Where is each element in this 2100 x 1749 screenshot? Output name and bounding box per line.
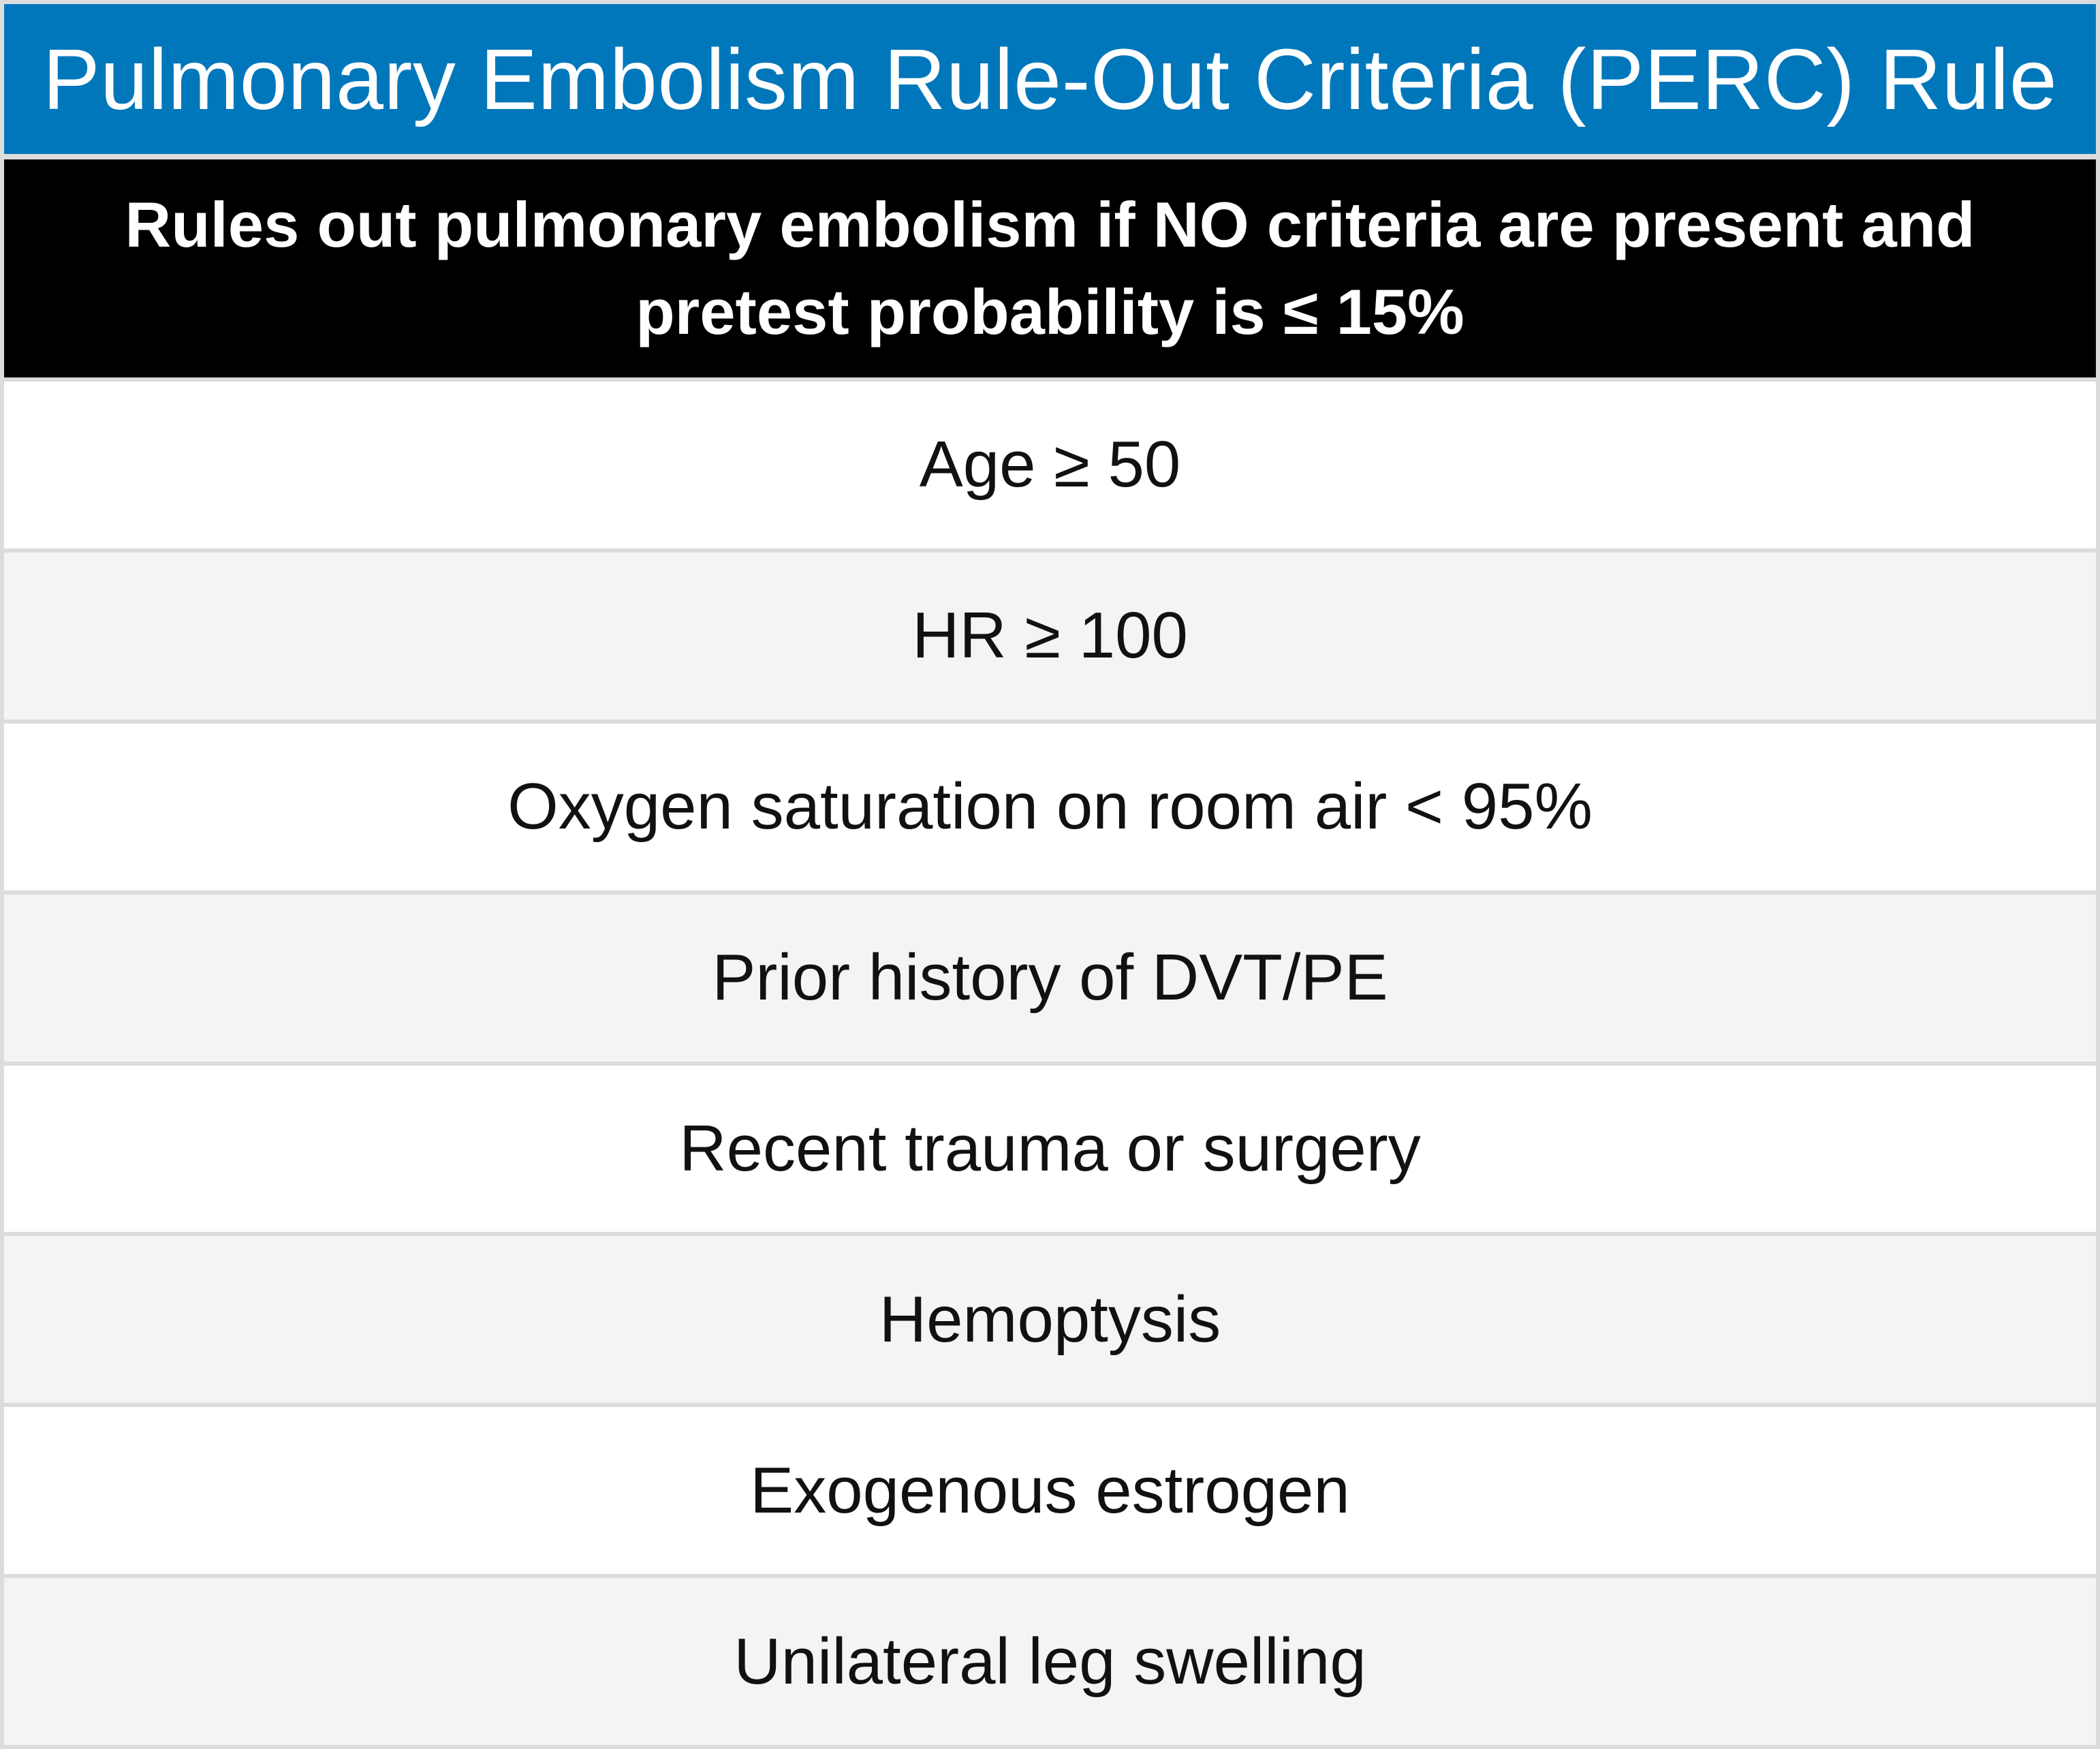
criterion-hemoptysis: Hemoptysis	[4, 1236, 2096, 1408]
criterion-leg-swelling: Unilateral leg swelling	[4, 1578, 2096, 1745]
criterion-heart-rate: HR ≥ 100	[4, 552, 2096, 724]
table-title: Pulmonary Embolism Rule-Out Criteria (PE…	[4, 4, 2096, 154]
criterion-prior-dvt-pe: Prior history of DVT/PE	[4, 894, 2096, 1066]
table-subtitle: Rules out pulmonary embolism if NO crite…	[4, 159, 2096, 377]
criteria-list: Age ≥ 50 HR ≥ 100 Oxygen saturation on r…	[4, 382, 2096, 1745]
criterion-trauma-surgery: Recent trauma or surgery	[4, 1065, 2096, 1237]
criterion-oxygen-saturation: Oxygen saturation on room air < 95%	[4, 723, 2096, 895]
criterion-exogenous-estrogen: Exogenous estrogen	[4, 1407, 2096, 1579]
criterion-age: Age ≥ 50	[4, 382, 2096, 553]
